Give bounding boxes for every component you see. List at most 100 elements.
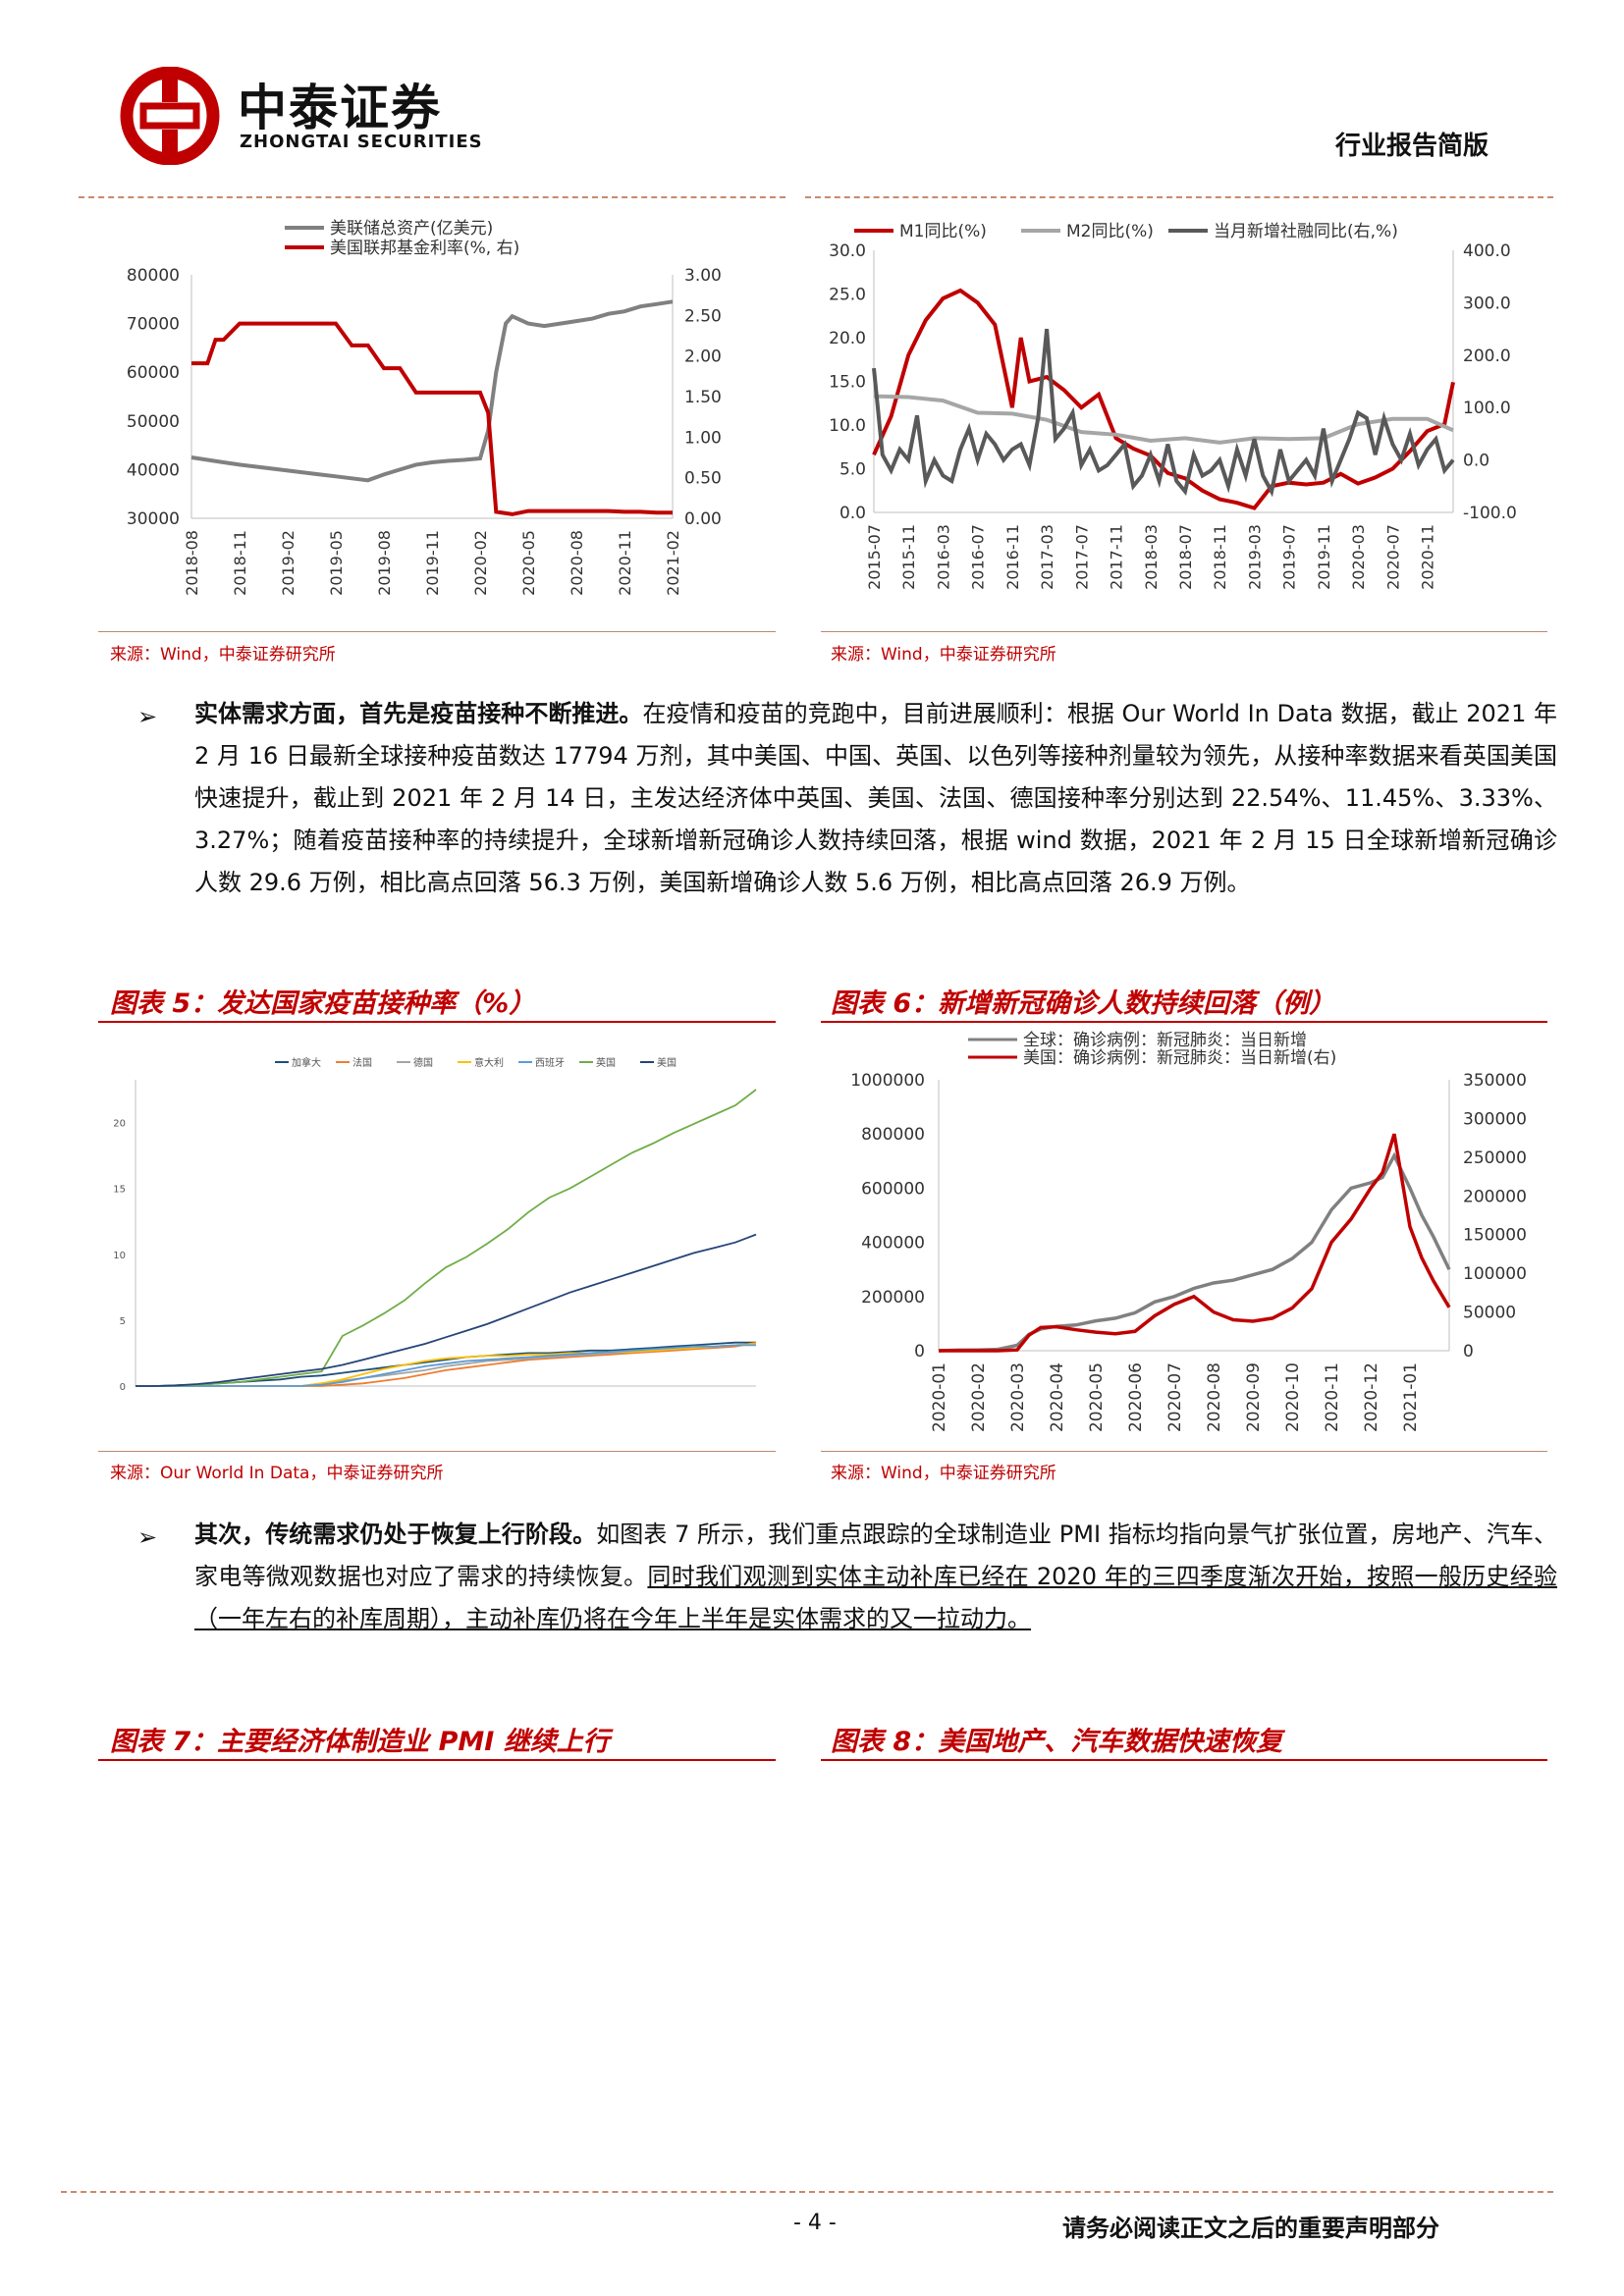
caption-rule — [821, 1759, 1547, 1761]
y-tick-label: 10.0 — [829, 416, 866, 436]
body-paragraph: 其次，传统需求仍处于恢复上行阶段。如图表 7 所示，我们重点跟踪的全球制造业 P… — [194, 1514, 1557, 1640]
y-tick-label: 30.0 — [829, 241, 866, 261]
x-tick-label: 2020-02 — [969, 1362, 989, 1432]
chart-source-rule — [821, 631, 1547, 632]
legend-label: 当月新增社融同比(右,%) — [1214, 222, 1398, 241]
y-tick-label: 15.0 — [829, 373, 866, 393]
x-tick-label: 2019-07 — [1280, 524, 1299, 590]
x-tick-label: 2019-11 — [423, 530, 442, 596]
chart-source-note: 来源：Our World In Data，中泰证券研究所 — [110, 1464, 444, 1483]
legend-label: 美国联邦基金利率(%, 右) — [330, 239, 519, 258]
paragraph-text: 在疫情和疫苗的竞跑中，目前进展顺利：根据 Our World In Data 数… — [194, 700, 1557, 896]
figure-caption: 图表 8：美国地产、汽车数据快速恢复 — [831, 1727, 1283, 1757]
x-tick-label: 2020-11 — [616, 530, 634, 596]
y-tick-label: 200000 — [861, 1288, 925, 1308]
x-tick-label: 2019-03 — [1245, 524, 1264, 590]
legend-label: 加拿大 — [292, 1056, 321, 1069]
chart-source-note: 来源：Wind，中泰证券研究所 — [831, 645, 1056, 665]
paragraph-text: 如图表 7 所示，我们重点跟踪的全球制造业 PMI 指标均指向景气扩张位置，房地… — [194, 1521, 1558, 1590]
x-tick-label: 2020-11 — [1323, 1362, 1342, 1432]
y-tick-label: 600000 — [861, 1179, 925, 1199]
x-tick-label: 2020-08 — [1205, 1362, 1224, 1432]
y-tick-label: 10 — [113, 1251, 126, 1261]
x-tick-label: 2016-11 — [1003, 524, 1022, 590]
y-tick-label: 20.0 — [829, 329, 866, 348]
x-tick-label: 2020-03 — [1349, 524, 1368, 590]
y-tick-label: 400.0 — [1463, 241, 1511, 261]
brand-name-en: ZHONGTAI SECURITIES — [240, 132, 483, 152]
paragraph-lead: 实体需求方面，首先是疫苗接种不断推进。 — [194, 700, 643, 727]
page-header: 中泰证券 ZHONGTAI SECURITIES 行业报告简版 — [0, 0, 1624, 196]
chart-source-rule — [821, 1451, 1547, 1452]
y-tick-label: 350000 — [1463, 1071, 1527, 1091]
series-line — [191, 321, 673, 516]
x-tick-label: 2020-07 — [1383, 524, 1402, 590]
x-tick-label: 2017-11 — [1108, 524, 1126, 590]
y-tick-label: 20 — [113, 1119, 126, 1130]
x-tick-label: 2020-07 — [1165, 1362, 1185, 1432]
disclaimer-note: 请务必阅读正文之后的重要声明部分 — [1062, 2215, 1439, 2242]
x-tick-label: 2019-11 — [1315, 524, 1333, 590]
fed-assets-rate-chart: 30000 40000 50000 60000 70000 80000 0.00 0.50 1.… — [127, 219, 722, 596]
paragraph-text-underlined: 同时我们观测到实体主动补库已经在 2020 年的三四季度渐次开始，按照一般历史经… — [194, 1563, 1558, 1632]
x-tick-label: 2020-06 — [1126, 1362, 1146, 1432]
x-tick-label: 2016-07 — [969, 524, 988, 590]
series-line — [872, 328, 1455, 498]
series-line — [872, 288, 1455, 510]
paragraph-lead: 其次，传统需求仍处于恢复上行阶段。 — [194, 1521, 597, 1548]
x-tick-label: 2018-11 — [1211, 524, 1229, 590]
series-line — [135, 1089, 757, 1387]
y-tick-label: 0.50 — [684, 469, 722, 489]
footer-divider — [61, 2191, 1553, 2193]
series-line — [190, 299, 674, 483]
y-tick-label: 30000 — [127, 509, 180, 529]
caption-rule — [821, 1021, 1547, 1023]
x-tick-label: 2020-09 — [1244, 1362, 1264, 1432]
x-tick-label: 2016-03 — [934, 524, 952, 590]
y-tick-label: 1.50 — [684, 388, 722, 407]
document-type: 行业报告简版 — [1335, 132, 1489, 161]
x-tick-label: 2020-01 — [930, 1362, 949, 1432]
x-tick-label: 2017-03 — [1038, 524, 1056, 590]
new-cases-chart: 0 200000 400000 600000 800000 1000000 0 50000 10… — [850, 1031, 1527, 1432]
y-tick-label: 200.0 — [1463, 347, 1511, 366]
legend-label: 意大利 — [474, 1056, 504, 1069]
y-tick-label: 3.00 — [684, 266, 722, 286]
x-tick-label: 2020-02 — [471, 530, 490, 596]
brand-name-cn: 中泰证券 — [238, 80, 442, 136]
legend-label: 美国：确诊病例：新冠肺炎：当日新增(右) — [1023, 1048, 1336, 1068]
x-tick-label: 2015-11 — [899, 524, 918, 590]
body-paragraph: 实体需求方面，首先是疫苗接种不断推进。在疫情和疫苗的竞跑中，目前进展顺利：根据 … — [194, 693, 1557, 904]
legend-label: 德国 — [413, 1056, 433, 1069]
y-tick-label: 0 — [120, 1382, 126, 1393]
y-tick-label: 50000 — [1463, 1304, 1516, 1323]
y-tick-label: 1000000 — [850, 1071, 925, 1091]
x-tick-label: 2020-05 — [1087, 1362, 1107, 1432]
x-tick-label: 2019-08 — [375, 530, 394, 596]
y-tick-label: 300.0 — [1463, 294, 1511, 313]
y-tick-label: 0.0 — [1463, 452, 1489, 471]
legend-label: M1同比(%) — [899, 222, 987, 241]
y-tick-label: 0 — [914, 1342, 925, 1362]
page-number: - 4 - — [793, 2211, 837, 2235]
header-divider-left — [79, 196, 785, 198]
chart-source-rule — [98, 1451, 776, 1452]
y-tick-label: 400000 — [861, 1234, 925, 1254]
y-tick-label: 0.0 — [839, 504, 866, 523]
y-tick-label: 200000 — [1463, 1187, 1527, 1206]
y-tick-label: 250000 — [1463, 1148, 1527, 1168]
x-tick-label: 2020-12 — [1362, 1362, 1381, 1432]
y-tick-label: 50000 — [127, 412, 180, 432]
caption-rule — [98, 1021, 776, 1023]
caption-rule — [98, 1759, 776, 1761]
x-tick-label: 2020-10 — [1283, 1362, 1303, 1432]
chart-source-note: 来源：Wind，中泰证券研究所 — [831, 1464, 1056, 1483]
legend-label: 美国 — [657, 1056, 677, 1069]
y-tick-label: 15 — [113, 1185, 126, 1196]
y-tick-label: 60000 — [127, 363, 180, 383]
list-bullet: ➢ — [137, 1523, 158, 1551]
figure-caption: 图表 7：主要经济体制造业 PMI 继续上行 — [110, 1727, 610, 1757]
legend-label: 英国 — [596, 1056, 616, 1069]
x-tick-label: 2015-07 — [865, 524, 884, 590]
legend-label: M2同比(%) — [1066, 222, 1154, 241]
